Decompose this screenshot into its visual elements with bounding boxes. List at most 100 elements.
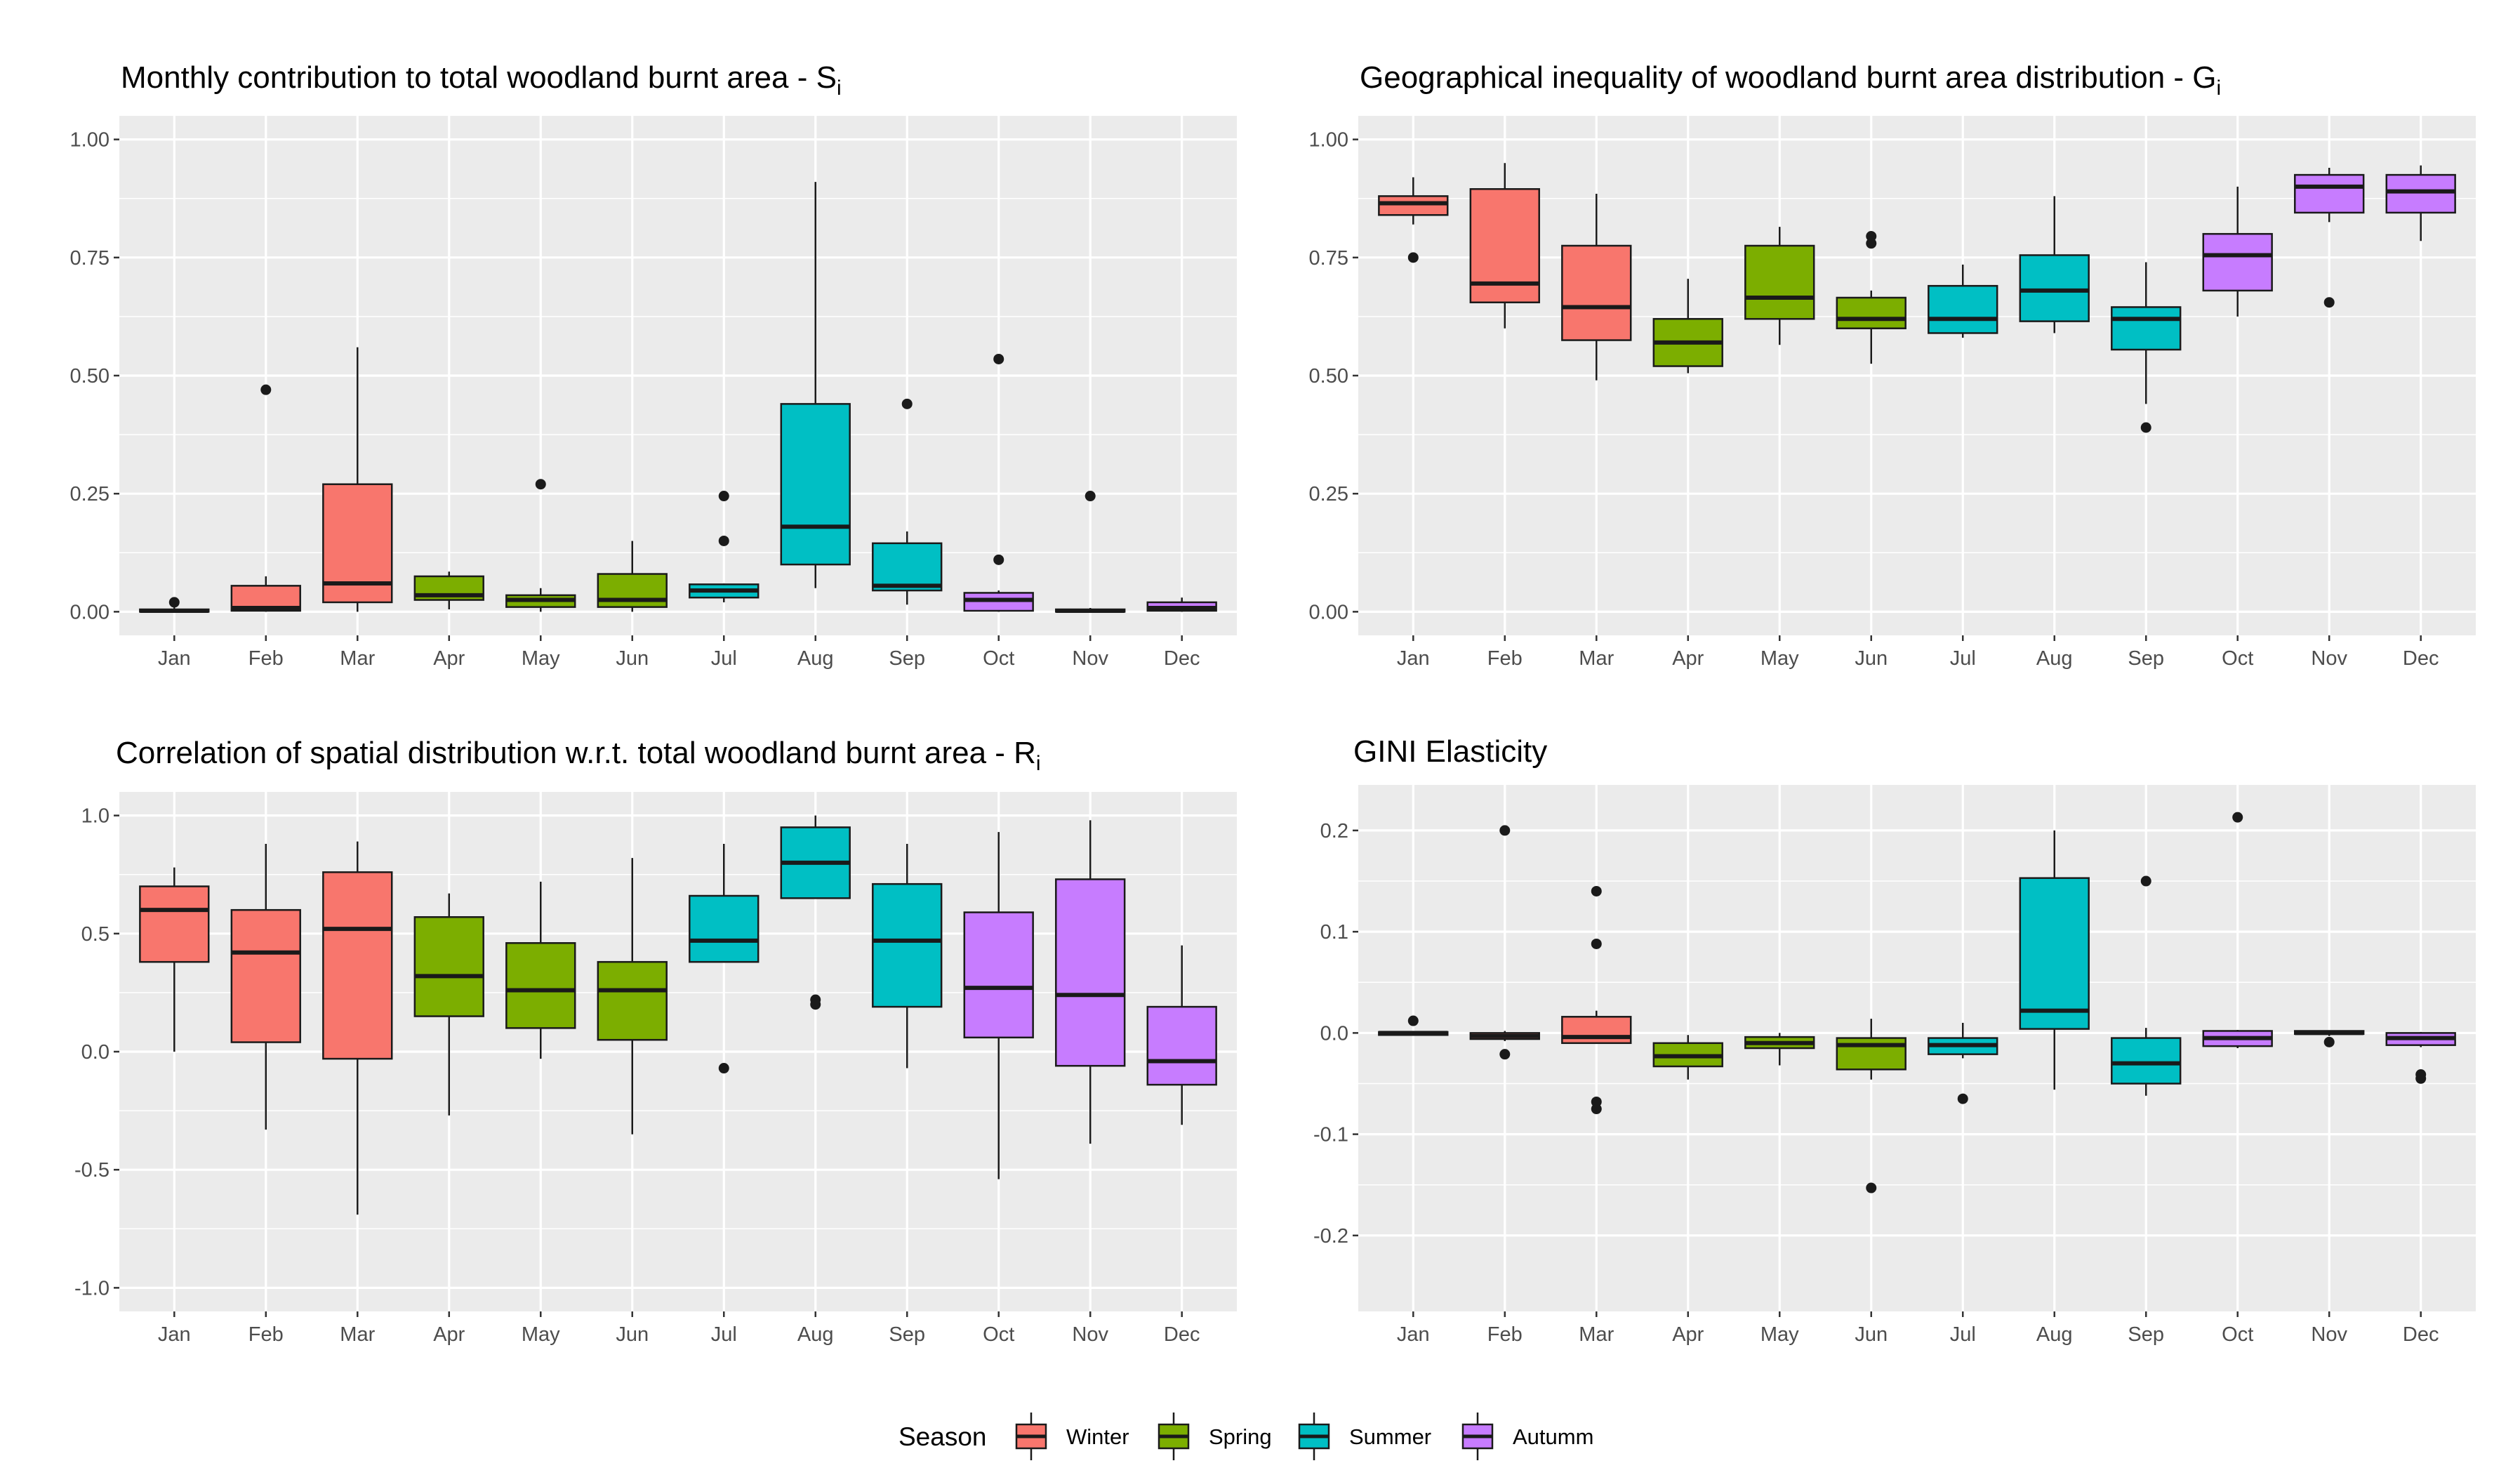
box-nov — [1055, 491, 1126, 614]
y-tick-label: 0.25 — [1309, 483, 1348, 505]
x-tick-label: Aug — [797, 1323, 834, 1346]
x-tick-label: Oct — [2222, 1323, 2253, 1346]
x-tick-label: Aug — [2036, 647, 2073, 670]
x-tick-label: Apr — [433, 1323, 465, 1346]
y-tick-label: 0.50 — [1309, 365, 1348, 388]
x-tick-label: Nov — [1072, 647, 1108, 670]
box-iqr — [1378, 195, 1449, 216]
outlier-point — [718, 535, 729, 546]
box-sep — [872, 398, 943, 605]
box-apr — [1652, 279, 1723, 373]
y-tick-label: 0.25 — [70, 483, 110, 505]
x-tick-label: Feb — [248, 1323, 284, 1346]
x-tick-label: May — [1760, 1323, 1799, 1346]
box-mar — [322, 347, 393, 612]
x-tick-label: Jun — [1855, 647, 1888, 670]
box-iqr — [1836, 296, 1906, 329]
y-tick-label: 0.50 — [70, 365, 110, 388]
x-tick-label: Jul — [1950, 1323, 1976, 1346]
x-tick-label: Jul — [711, 1323, 737, 1346]
box-iqr — [1928, 284, 1998, 334]
outlier-point — [1591, 1096, 1602, 1107]
outlier-point — [168, 597, 180, 608]
outlier-point — [1866, 231, 1877, 242]
box-sep — [872, 844, 943, 1069]
x-tick-label: Aug — [2036, 1323, 2073, 1346]
legend-label: Autumm — [1513, 1424, 1593, 1449]
box-iqr — [597, 573, 668, 608]
x-tick-label: Jul — [711, 647, 737, 670]
box-jan — [1378, 1015, 1449, 1036]
box-iqr — [230, 908, 301, 1043]
box-mar — [1561, 194, 1632, 381]
box-iqr — [2202, 232, 2273, 292]
outlier-point — [810, 994, 821, 1005]
x-tick-label: Nov — [2311, 1323, 2347, 1346]
x-tick-label: Apr — [433, 647, 465, 670]
box-iqr — [413, 916, 484, 1017]
panel-title: Correlation of spatial distribution w.r.… — [116, 736, 1041, 775]
chart-panel-1: Monthly contribution to total woodland b… — [70, 60, 1237, 670]
outlier-point — [1499, 1049, 1511, 1060]
box-iqr — [2019, 254, 2090, 322]
x-tick-label: Jun — [1855, 1323, 1888, 1346]
box-sep — [2111, 262, 2182, 433]
box-feb — [230, 384, 301, 612]
legend-title: Season — [898, 1422, 987, 1451]
x-tick-label: Dec — [2403, 647, 2439, 670]
box-dec — [2385, 1031, 2456, 1084]
outlier-point — [1957, 1093, 1968, 1104]
x-tick-label: Jan — [1397, 647, 1430, 670]
box-may — [1744, 1033, 1815, 1066]
x-tick-label: Sep — [889, 1323, 925, 1346]
legend-item-autumm: Autumm — [1461, 1413, 1593, 1460]
y-tick-label: 0.75 — [70, 247, 110, 270]
x-tick-label: Feb — [1487, 647, 1523, 670]
x-tick-label: Nov — [2311, 647, 2347, 670]
box-apr — [413, 893, 484, 1116]
legend-item-winter: Winter — [1015, 1413, 1129, 1460]
box-oct — [2202, 186, 2273, 317]
x-tick-label: Dec — [1164, 1323, 1200, 1346]
y-tick-label: 0.1 — [1320, 921, 1348, 944]
outlier-point — [901, 398, 913, 409]
box-sep — [2111, 875, 2182, 1096]
y-tick-label: 1.00 — [70, 129, 110, 152]
box-iqr — [1561, 1016, 1632, 1045]
y-tick-label: 0.00 — [70, 601, 110, 623]
box-dec — [2385, 165, 2456, 242]
box-may — [505, 881, 576, 1059]
box-aug — [2019, 830, 2090, 1090]
box-iqr — [2019, 877, 2090, 1030]
box-mar — [1561, 885, 1632, 1115]
box-dec — [1146, 945, 1217, 1125]
y-tick-label: -0.1 — [1313, 1124, 1348, 1146]
box-aug — [2019, 196, 2090, 333]
y-tick-label: 0.00 — [1309, 601, 1348, 623]
box-aug — [780, 815, 851, 1010]
outlier-point — [2323, 297, 2335, 308]
x-tick-label: May — [522, 1323, 560, 1346]
box-oct — [963, 353, 1034, 612]
x-tick-label: May — [522, 647, 560, 670]
box-iqr — [2111, 306, 2182, 351]
box-feb — [1469, 825, 1540, 1060]
x-tick-label: Oct — [983, 1323, 1014, 1346]
y-tick-label: 0.0 — [81, 1041, 110, 1064]
box-iqr — [872, 882, 943, 1008]
box-jun — [1836, 231, 1906, 364]
panel-title: GINI Elasticity — [1353, 734, 1547, 769]
outlier-point — [1085, 491, 1096, 502]
x-tick-label: Mar — [340, 647, 375, 670]
x-tick-label: Apr — [1672, 1323, 1704, 1346]
outlier-point — [1866, 1182, 1877, 1193]
box-iqr — [1836, 1037, 1906, 1071]
box-jul — [689, 844, 760, 1074]
x-tick-label: Aug — [797, 647, 834, 670]
y-tick-label: 0.0 — [1320, 1022, 1348, 1045]
box-apr — [413, 571, 484, 609]
box-jun — [597, 858, 668, 1135]
legend: Season Winter Spring Summer Autumm — [898, 1413, 1593, 1460]
y-tick-label: 0.5 — [81, 923, 110, 946]
legend-label: Summer — [1349, 1424, 1431, 1449]
